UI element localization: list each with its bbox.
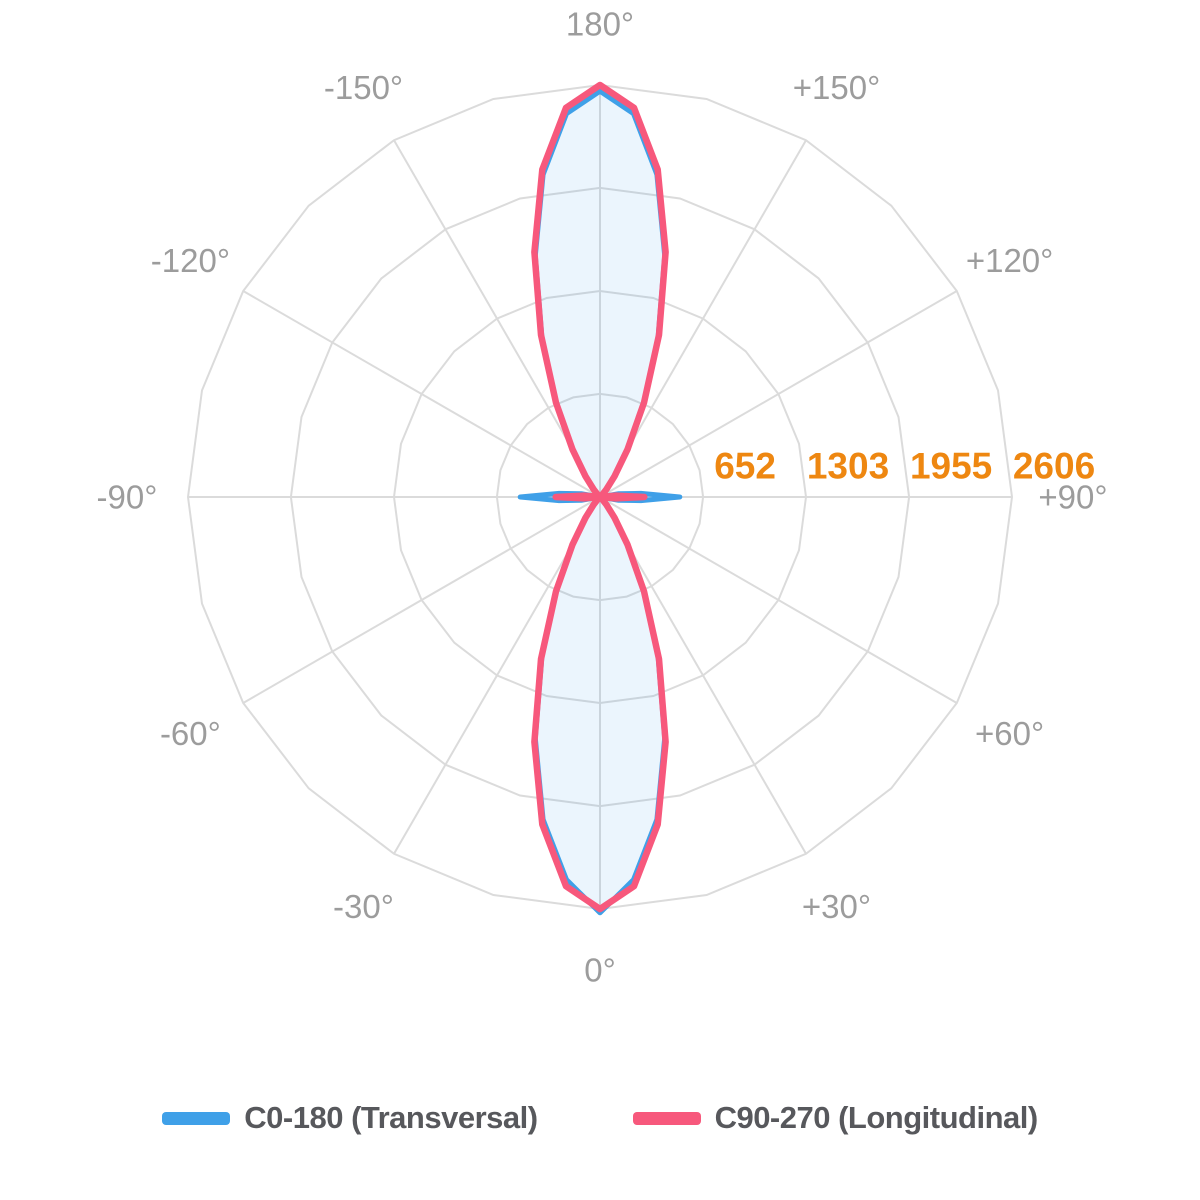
- grid-ring-652: [495, 392, 705, 602]
- legend-item-c0-180[interactable]: C0-180 (Transversal): [162, 1100, 538, 1136]
- angle-label--90: -90°: [97, 479, 158, 516]
- angle-label-150: +150°: [793, 69, 881, 106]
- legend-item-c90-270[interactable]: C90-270 (Longitudinal): [632, 1100, 1039, 1136]
- angle-label-120: +120°: [966, 242, 1054, 279]
- angle-label-90: +90°: [1038, 479, 1107, 516]
- angle-label--30: -30°: [333, 888, 394, 925]
- legend-swatch-c0-180-icon: [162, 1111, 231, 1125]
- radial-tick-label-1955: 1955: [910, 446, 992, 487]
- angle-label-30: +30°: [802, 888, 871, 925]
- radial-tick-label-652: 652: [714, 446, 776, 487]
- radial-tick-label-1303: 1303: [807, 446, 889, 487]
- legend-label-c90-270: C90-270 (Longitudinal): [714, 1100, 1039, 1135]
- angle-label--150: -150°: [324, 69, 403, 106]
- series-curve-c0-180[interactable]: [517, 88, 683, 916]
- grid-ring-1955: [289, 186, 911, 808]
- legend-label-c0-180: C0-180 (Transversal): [244, 1100, 538, 1135]
- chart-legend: C0-180 (Transversal) C90-270 (Longitudin…: [0, 1100, 1200, 1136]
- angle-label-180: 180°: [566, 6, 634, 43]
- angle-label-0: 0°: [584, 952, 616, 989]
- grid-ring-1303: [392, 289, 808, 704]
- polar-chart: 180° -150° +150° -120° +120° -90° +90° -60° +60°…: [97, 6, 1108, 989]
- legend-swatch-c90-270-icon: [632, 1111, 701, 1125]
- angle-label-60: +60°: [975, 715, 1044, 752]
- angle-label--60: -60°: [160, 715, 221, 752]
- series-curve-c90-270[interactable]: [531, 81, 669, 913]
- angle-label--120: -120°: [151, 242, 230, 279]
- radial-tick-label-2606: 2606: [1013, 446, 1095, 487]
